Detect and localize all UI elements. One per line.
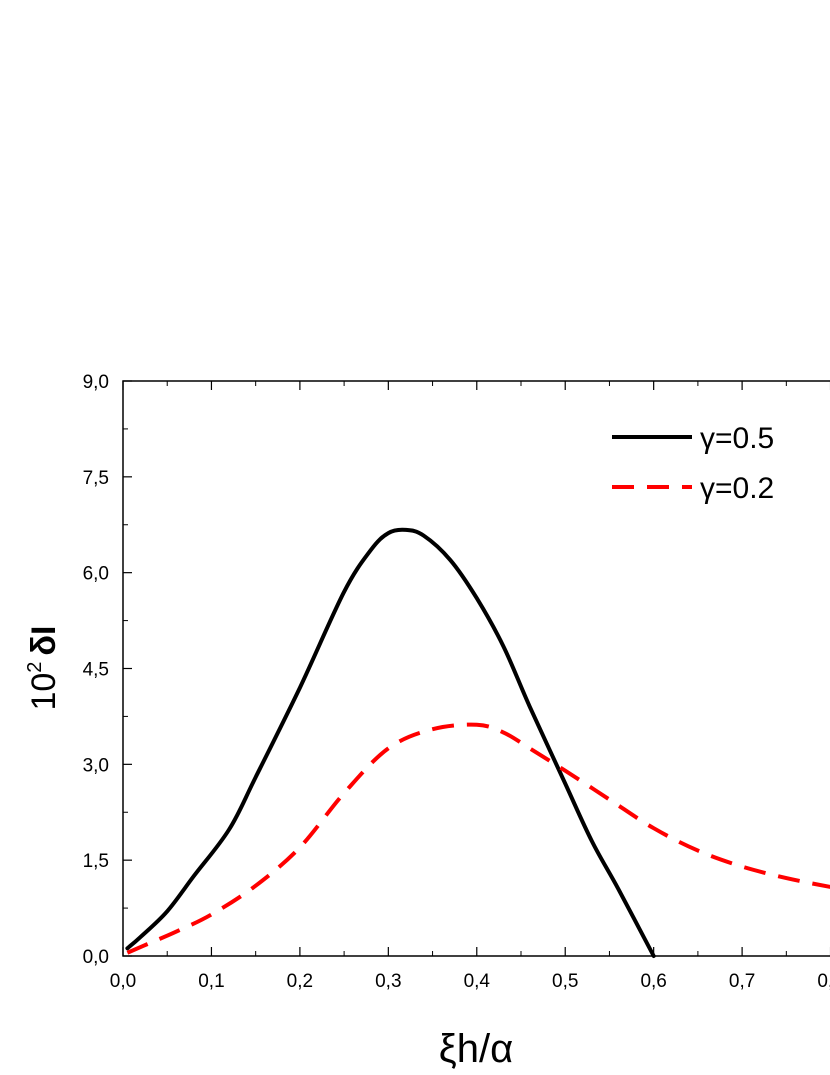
legend: γ=0.5 γ=0.2 — [612, 422, 774, 505]
x-tick-label: 0,6 — [640, 971, 666, 992]
x-tick-label: 0,5 — [552, 971, 578, 992]
y-tick-label: 7,5 — [83, 468, 109, 489]
series-line-2 — [126, 722, 830, 955]
x-tick-label: 0,4 — [464, 971, 491, 992]
axes — [122, 380, 830, 957]
plot-frame — [122, 380, 830, 957]
series-line-1 — [125, 527, 656, 958]
y-tick-label: 1,5 — [83, 851, 109, 872]
y-axis-title-base: 10 — [25, 673, 63, 711]
x-tick-label: 0,8 — [817, 971, 830, 992]
y-tick-label: 9,0 — [83, 372, 109, 393]
legend-label-1: γ=0.5 — [700, 422, 774, 455]
series-lines — [125, 527, 830, 958]
y-tick-label: 4,5 — [83, 660, 109, 681]
x-axis-title: ξh/α — [439, 1027, 513, 1071]
y-tick-label: 6,0 — [83, 564, 109, 585]
y-axis-title: 102 δI — [24, 625, 63, 710]
tick-labels: 0,00,10,20,30,40,50,60,70,800,01,53,04,5… — [83, 372, 830, 992]
x-tick-label: 0,2 — [287, 971, 313, 992]
y-axis-title-exponent: 2 — [24, 662, 46, 673]
ticks — [122, 380, 830, 957]
y-axis-title-symbol: δI — [25, 625, 63, 655]
y-tick-label: 3,0 — [83, 755, 109, 776]
x-tick-label: 0,3 — [375, 971, 401, 992]
y-tick-label: 0,0 — [83, 947, 109, 968]
x-tick-label: 0,1 — [198, 971, 224, 992]
x-tick-label: 0,0 — [110, 971, 136, 992]
x-tick-label: 0,7 — [729, 971, 755, 992]
legend-label-2: γ=0.2 — [700, 472, 774, 505]
